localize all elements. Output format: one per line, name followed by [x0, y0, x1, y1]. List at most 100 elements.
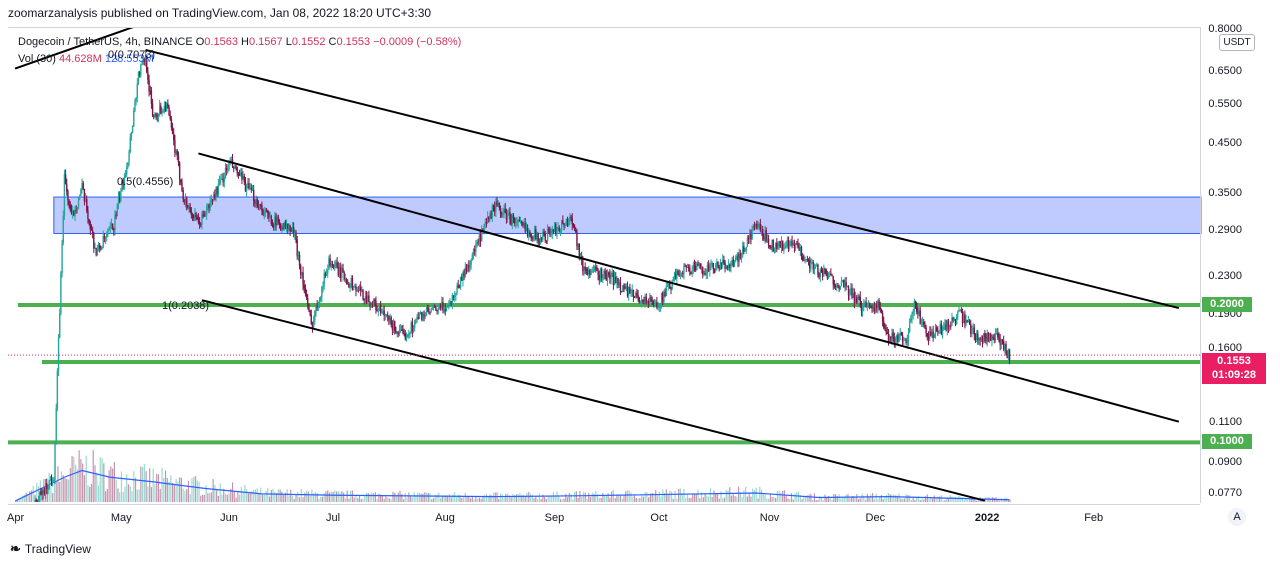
volume-bar: [328, 492, 331, 502]
currency-button[interactable]: USDT: [1219, 34, 1255, 51]
candle-body: [408, 332, 410, 335]
candle-body: [321, 286, 323, 298]
candle-body: [210, 199, 213, 202]
candle-body: [397, 332, 399, 335]
volume-bar: [350, 490, 352, 502]
volume-bar: [584, 492, 586, 502]
volume-legend: Vol (30) 44.628M 128.553M: [18, 53, 154, 65]
volume-bar: [424, 492, 426, 502]
candle-body: [74, 210, 76, 216]
candle-body: [1001, 339, 1004, 341]
volume-bar: [306, 490, 308, 502]
candle-body: [814, 266, 817, 268]
candle-body: [600, 268, 603, 279]
volume-bar: [709, 488, 711, 502]
candle-body: [948, 325, 951, 328]
candle-body: [356, 290, 358, 292]
candle-body: [188, 206, 190, 208]
volume-bar: [210, 492, 212, 502]
volume-bar: [138, 489, 140, 502]
trendline[interactable]: [145, 48, 1180, 310]
candle-body: [67, 191, 69, 201]
volume-bar: [810, 493, 812, 502]
trendline[interactable]: [201, 299, 986, 502]
candle-body: [944, 324, 946, 327]
candle-body: [967, 321, 970, 323]
candle-body: [990, 333, 992, 341]
auto-scale-button[interactable]: A: [1228, 508, 1246, 526]
volume-bar: [799, 495, 801, 502]
candle-body: [470, 259, 472, 265]
close-label: C: [328, 36, 337, 48]
volume-bar: [600, 497, 602, 502]
candle-body: [687, 266, 690, 269]
volume-bar: [94, 465, 96, 502]
candle-body: [343, 272, 345, 280]
candle-body: [352, 286, 355, 291]
volume-bar: [247, 493, 250, 502]
volume-bar: [503, 497, 505, 502]
candle-body: [823, 268, 825, 277]
candle-body: [903, 339, 905, 342]
volume-bar: [332, 491, 334, 502]
time-tick-label: Aug: [435, 512, 455, 524]
candle-body: [999, 339, 1001, 345]
candle-body: [265, 210, 268, 212]
volume-bar: [720, 491, 722, 502]
volume-bar: [59, 481, 61, 502]
volume-bar: [298, 497, 301, 502]
volume-bar: [887, 492, 890, 502]
candle-body: [680, 272, 683, 275]
candle-body: [331, 264, 334, 266]
candle-body: [123, 176, 126, 186]
change-value: −0.0009 (−0.58%): [373, 36, 462, 48]
volume-bar: [598, 497, 600, 502]
volume-bar: [237, 491, 239, 502]
candle-body: [428, 308, 430, 312]
candle-body: [469, 264, 471, 268]
candle-body: [963, 314, 965, 324]
candle-body: [857, 296, 859, 303]
candle-body: [163, 105, 166, 111]
candle-body: [652, 301, 655, 305]
candle-body: [766, 238, 769, 242]
high-value: 0.1567: [248, 36, 283, 48]
trendline[interactable]: [198, 152, 1180, 423]
current-price-value: 0.1553: [1217, 355, 1251, 367]
volume-bar: [327, 490, 329, 502]
candle-body: [26, 519, 27, 521]
volume-bar: [106, 489, 108, 502]
volume-bar: [52, 492, 54, 502]
candle-body: [522, 222, 524, 226]
trendline[interactable]: [14, 12, 177, 70]
candle-body: [958, 310, 960, 312]
candle-body: [770, 246, 772, 249]
candle-body: [684, 265, 686, 267]
volume-bar: [186, 489, 188, 502]
volume-bar: [272, 488, 274, 502]
candle-body: [143, 58, 146, 62]
volume-bar: [951, 496, 953, 502]
candle-body: [461, 277, 463, 281]
candle-body: [371, 302, 374, 305]
candle-body: [655, 302, 657, 305]
volume-bar: [575, 491, 577, 502]
volume-bar: [401, 493, 403, 502]
candle-body: [827, 274, 830, 278]
candle-body: [147, 72, 149, 80]
candle-body: [446, 306, 449, 308]
volume-bar: [288, 495, 290, 502]
candle-body: [995, 333, 998, 335]
candle-body: [301, 272, 303, 275]
candle-body: [307, 298, 309, 304]
tradingview-logo[interactable]: ❧ TradingView: [10, 541, 91, 557]
volume-bar: [685, 498, 687, 502]
volume-bar: [764, 494, 766, 502]
volume-bar: [318, 498, 320, 502]
candle-body: [767, 238, 770, 246]
candle-body: [876, 304, 878, 308]
candle-body: [859, 296, 861, 306]
candle-body: [952, 317, 954, 321]
candle-body: [560, 220, 563, 230]
